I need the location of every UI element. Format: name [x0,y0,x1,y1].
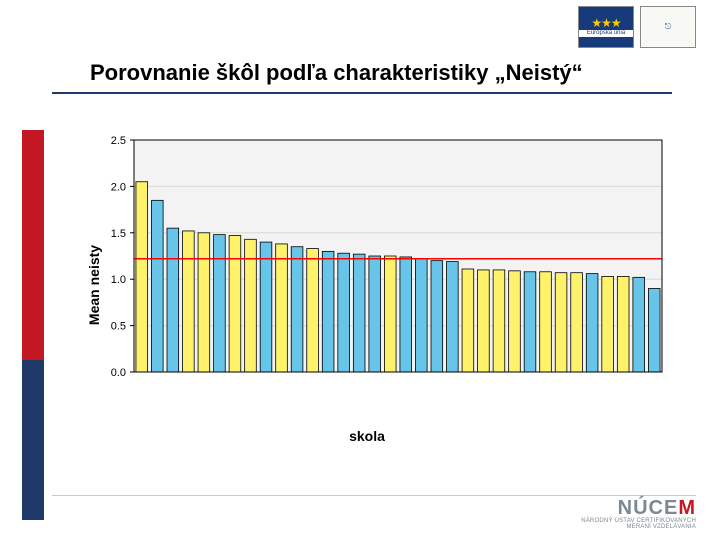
y-tick-label: 0.5 [111,321,126,333]
partner-logo-icon: ⎋ [640,6,696,48]
bar [338,253,350,372]
bar [353,254,365,372]
footer-brand-accent: M [678,497,696,519]
logo-strip: ★★★ Európska únia ⎋ [578,6,696,48]
bar [602,276,614,372]
bar [291,247,303,372]
bar [276,244,288,372]
bar [260,242,272,372]
chart-container: Mean neisty 0.00.51.01.52.02.5 skola [62,130,672,440]
bar [307,249,319,372]
y-tick-label: 1.5 [111,228,126,240]
bar [524,272,536,372]
bar [151,200,163,372]
eu-caption: Európska únia [579,30,633,37]
bar [509,271,521,372]
bar [322,251,334,372]
bar [136,182,148,372]
accent-bar-navy [22,360,44,520]
y-tick-label: 2.0 [111,181,126,193]
bar [415,259,427,372]
bar [586,274,598,372]
eu-stars-icon: ★★★ [591,17,620,30]
bar [617,276,629,372]
page-title: Porovnanie škôl podľa charakteristiky „N… [90,60,583,86]
bar [198,233,210,372]
y-axis-label: Mean neisty [86,245,102,325]
footer-brand-sub2: MERANÍ VZDELÁVANIA [581,524,696,530]
bar [493,270,505,372]
footer-logo: NÚCEM NÁRODNÝ ÚSTAV CERTIFIKOVANÝCH MERA… [581,498,696,530]
accent-bar-red [22,130,44,360]
bar [183,231,195,372]
y-tick-label: 2.5 [111,135,126,147]
bar-chart: 0.0 0.5 1.0 1.5 2.0 2.5 [62,130,672,420]
bar [369,256,381,372]
footer-brand-main: NÚCE [618,497,679,519]
footer-brand: NÚCEM [581,498,696,518]
bar [648,288,660,372]
bar [571,273,583,372]
bar [447,262,459,372]
bar [400,257,412,372]
bar [633,277,645,372]
bar [229,236,241,372]
slide: ★★★ Európska únia ⎋ Porovnanie škôl podľ… [0,0,720,540]
title-rule [52,92,672,94]
eu-flag-icon: ★★★ Európska únia [578,6,634,48]
bar [555,273,567,372]
bar [167,228,179,372]
bar [478,270,490,372]
partner-logo-glyph: ⎋ [665,23,671,32]
y-tick-label: 0.0 [111,367,126,379]
x-axis-label: skola [62,428,672,444]
bar [384,256,396,372]
bar [540,272,552,372]
bar [431,261,443,372]
bar [214,235,226,372]
y-tick-label: 1.0 [111,274,126,286]
bar [462,269,474,372]
footer-rule [52,495,696,496]
